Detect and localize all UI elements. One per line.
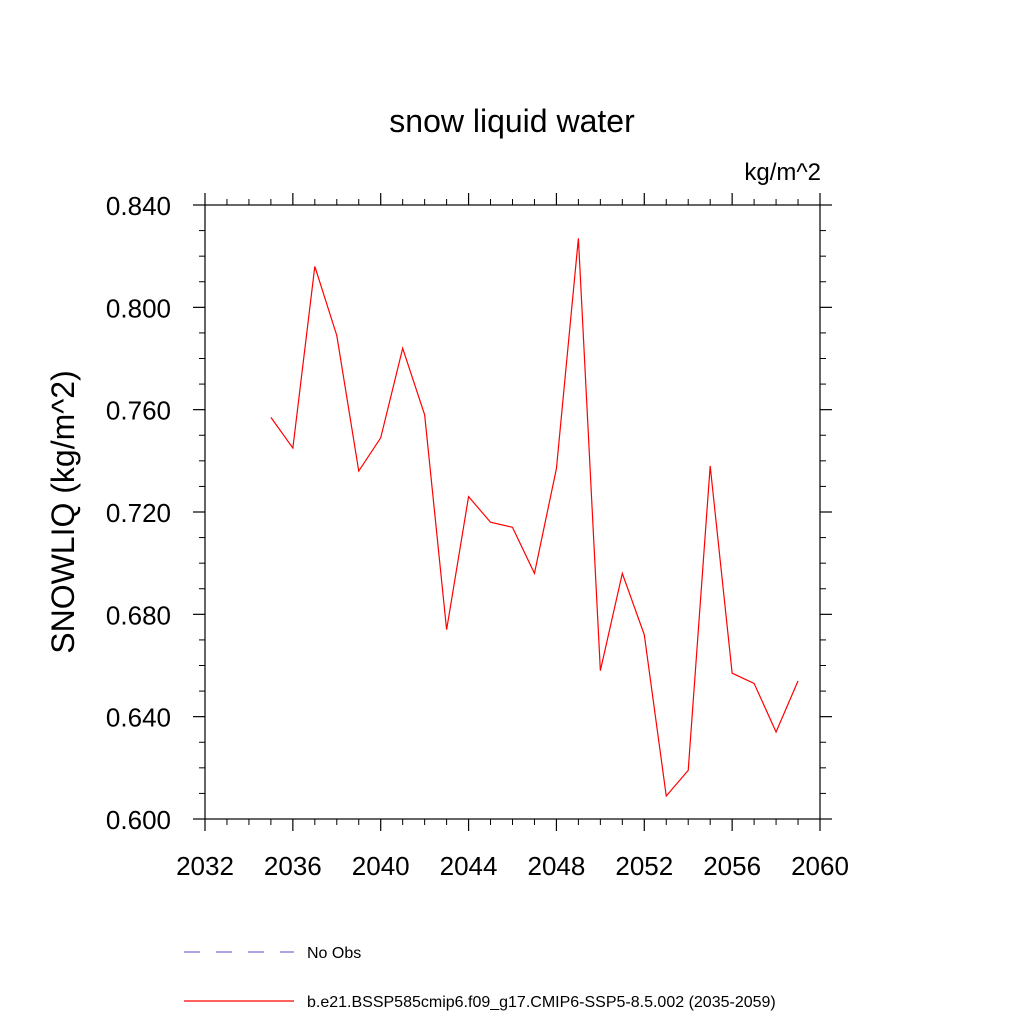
x-tick-label: 2060 <box>791 851 849 881</box>
legend-label: b.e21.BSSP585cmip6.f09_g17.CMIP6-SSP5-8.… <box>307 994 776 1011</box>
axes-group: 2032 2036 2040 2044 2048 2052 2056 2060 0.600 0.6… <box>106 191 849 881</box>
y-tick-label: 0.720 <box>106 498 171 528</box>
series-group <box>270 238 799 798</box>
chart-title: snow liquid water <box>389 103 635 139</box>
x-tick-label: 2052 <box>615 851 673 881</box>
units-label: kg/m^2 <box>744 159 821 186</box>
y-axis-label: SNOWLIQ (kg/m^2) <box>45 370 81 653</box>
y-tick-label: 0.680 <box>106 600 171 630</box>
x-tick-label: 2032 <box>176 851 234 881</box>
y-tick-label: 0.840 <box>106 191 171 221</box>
series-line <box>270 238 799 798</box>
y-tick-label: 0.760 <box>106 396 171 426</box>
y-tick-label: 0.800 <box>106 293 171 323</box>
plot-frame <box>204 204 821 820</box>
y-tick-label: 0.640 <box>106 703 171 733</box>
x-tick-label: 2044 <box>440 851 498 881</box>
x-tick-label: 2048 <box>528 851 586 881</box>
legend: No Obs b.e21.BSSP585cmip6.f09_g17.CMIP6-S… <box>184 945 776 1011</box>
y-tick-label: 0.600 <box>106 805 171 835</box>
x-tick-label: 2056 <box>703 851 761 881</box>
legend-label: No Obs <box>307 945 361 962</box>
x-tick-label: 2040 <box>352 851 410 881</box>
x-tick-label: 2036 <box>264 851 322 881</box>
